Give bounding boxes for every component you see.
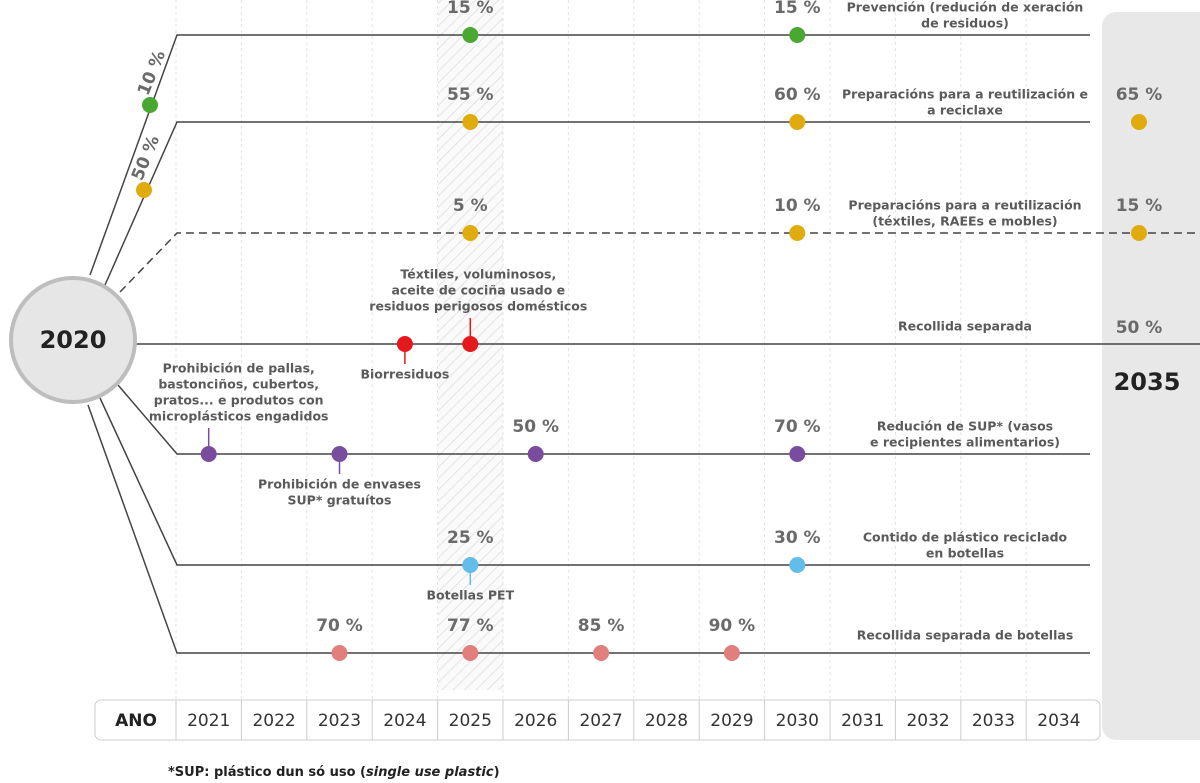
- start-circle: [9, 276, 137, 404]
- milestone-dot: [789, 27, 806, 43]
- year-label: 2033: [972, 711, 1015, 731]
- milestone-note: Botellas PET: [427, 588, 515, 603]
- row-lines: [87, 34, 1200, 654]
- year-grid: [175, 0, 1027, 700]
- row-line: [119, 232, 1200, 293]
- milestone-note: Prohibición de envases: [258, 477, 421, 492]
- year-label: 2025: [449, 711, 492, 731]
- milestone-dot: [331, 645, 348, 661]
- year-label: 2029: [710, 711, 753, 731]
- milestone-value: 10 %: [774, 196, 821, 216]
- branch-dot: [142, 97, 158, 113]
- footnote-italic: single use plastic: [366, 765, 494, 780]
- milestone-value: 60 %: [774, 85, 821, 105]
- milestone-value: 65 %: [1116, 85, 1163, 105]
- start-year: 2020: [40, 326, 107, 354]
- branch-label: 50 %: [128, 133, 164, 184]
- milestone-dot: [462, 114, 479, 130]
- milestone-dot: [527, 446, 544, 462]
- milestone-value: 77 %: [447, 616, 494, 636]
- row-line: [117, 384, 1090, 455]
- milestone-note: Téxtiles, voluminosos,: [400, 267, 556, 282]
- year-label: 2022: [252, 711, 295, 731]
- milestone-value: 70 %: [316, 616, 363, 636]
- year-label: 2034: [1037, 711, 1080, 731]
- row-label: en botellas: [926, 546, 1004, 561]
- branch-dot: [136, 182, 152, 198]
- milestone-dot: [1131, 225, 1147, 241]
- row-label: Prevención (redución de xeración: [847, 0, 1084, 15]
- milestone-value: 15 %: [447, 0, 494, 18]
- milestone-value: 25 %: [447, 528, 494, 548]
- milestone-note: pratos... e produtos con: [154, 393, 324, 408]
- row-line: [89, 34, 1090, 276]
- end-value: 50 %: [1116, 318, 1163, 338]
- milestone-dot: [331, 446, 348, 462]
- end-column: [1102, 12, 1200, 740]
- year-axis: [94, 699, 1101, 741]
- milestone-value: 15 %: [774, 0, 821, 18]
- year-label: 2027: [579, 711, 622, 731]
- row-label: Preparacións para a reutilización e: [842, 87, 1088, 102]
- milestone-dot: [396, 336, 413, 352]
- row-label: Contido de plástico reciclado: [863, 530, 1068, 545]
- milestone-value: 50 %: [512, 417, 559, 437]
- row-label: Recollida separada de botellas: [857, 628, 1074, 643]
- row-line: [104, 121, 1090, 286]
- milestone-note: bastonciños, cubertos,: [158, 377, 319, 392]
- milestone-value: 55 %: [447, 85, 494, 105]
- milestone-note: Prohibición de pallas,: [163, 361, 315, 376]
- row-label: Preparacións para a reutilización: [848, 198, 1081, 213]
- row-label: Redución de SUP* (vasos: [877, 419, 1053, 434]
- milestone-dot: [462, 336, 479, 352]
- milestone-value: 90 %: [709, 616, 756, 636]
- footnote-text: *SUP: plástico dun só uso (: [168, 765, 366, 780]
- row-label: Recollida separada: [898, 319, 1032, 334]
- row-label: de residuos): [921, 16, 1009, 31]
- milestone-dot: [789, 225, 806, 241]
- milestone-value: 70 %: [774, 417, 821, 437]
- row-line: [87, 404, 1090, 654]
- year-label: 2021: [187, 711, 230, 731]
- milestone-dot: [723, 645, 740, 661]
- year-label: 2031: [841, 711, 884, 731]
- milestone-note: SUP* gratuítos: [288, 493, 392, 508]
- milestone-dot: [462, 645, 479, 661]
- row-label: e recipientes alimentarios): [870, 435, 1060, 450]
- milestone-dot: [1131, 114, 1147, 130]
- milestone-value: 5 %: [453, 196, 488, 216]
- year-label: 2026: [514, 711, 557, 731]
- milestone-dot: [789, 446, 806, 462]
- milestone-note: residuos perigosos domésticos: [369, 299, 587, 314]
- milestone-dot: [462, 27, 479, 43]
- year-label: 2023: [318, 711, 361, 731]
- milestone-note: microplásticos engadidos: [149, 409, 329, 424]
- year-label: 2024: [383, 711, 426, 731]
- year-label: 2030: [776, 711, 819, 731]
- milestone-value: 30 %: [774, 528, 821, 548]
- year-label: 2032: [906, 711, 949, 731]
- milestone-value: 85 %: [578, 616, 625, 636]
- row-line: [99, 397, 1090, 566]
- milestone-note: aceite de cociña usado e: [391, 283, 565, 298]
- milestone-dot: [789, 114, 806, 130]
- row-label: a reciclaxe: [927, 103, 1003, 118]
- axis-label: ANO: [115, 711, 157, 731]
- milestone-dot: [200, 446, 217, 462]
- milestone-dot: [789, 557, 806, 573]
- row-label: (téxtiles, RAEEs e mobles): [872, 214, 1057, 229]
- footnote: *SUP: plástico dun só uso (single use pl…: [168, 765, 500, 780]
- footnote-close: ): [494, 765, 500, 780]
- branch-label: 10 %: [134, 48, 170, 99]
- milestone-dot: [462, 225, 479, 241]
- year-label: 2028: [645, 711, 688, 731]
- milestone-dot: [462, 557, 479, 573]
- milestone-value: 15 %: [1116, 196, 1163, 216]
- milestone-note: Biorresiduos: [360, 367, 449, 382]
- end-year: 2035: [1114, 368, 1181, 396]
- milestone-dot: [593, 645, 610, 661]
